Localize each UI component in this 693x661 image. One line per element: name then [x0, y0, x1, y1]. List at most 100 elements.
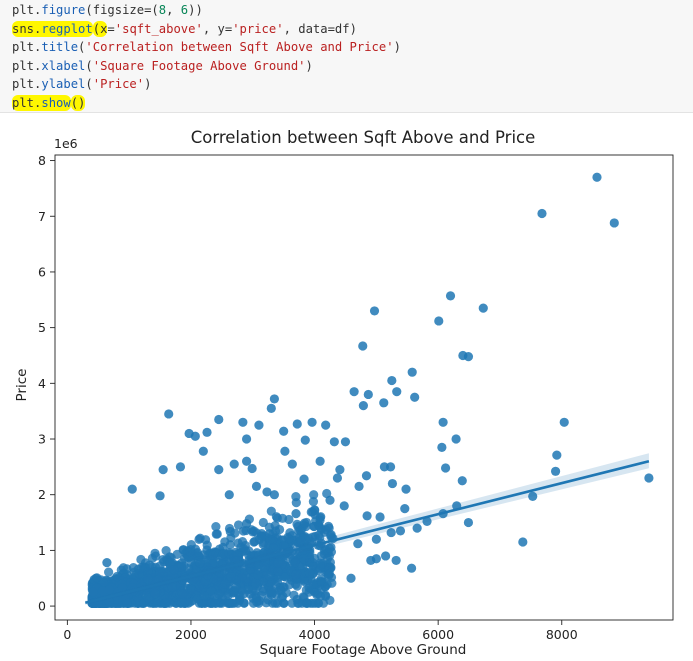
code-call: plt.figure [12, 3, 85, 17]
scatter-point [287, 598, 297, 608]
scatter-point [211, 529, 221, 539]
code-token: 'Square Footage Above Ground' [92, 58, 306, 73]
scatter-point [280, 572, 291, 582]
scatter-point [167, 582, 177, 592]
scatter-point [346, 573, 356, 583]
scatter-point [291, 570, 301, 580]
scatter-point [226, 533, 236, 543]
scatter-point [315, 560, 326, 570]
scatter-point [457, 476, 467, 486]
code-cell[interactable]: plt.figure(figsize=(8, 6)) sns.regplot(x=… [0, 0, 693, 113]
scatter-point [137, 562, 147, 573]
scatter-point [445, 291, 456, 301]
scatter-point [381, 551, 391, 561]
scatter-point [386, 527, 396, 538]
scatter-point [322, 488, 332, 499]
code-line: plt.show() [12, 94, 86, 112]
code-module: plt. [12, 95, 42, 110]
scatter-point [349, 387, 359, 397]
x-tick-label: 0 [63, 627, 71, 642]
scatter-point [552, 450, 562, 460]
regression-line-group [84, 453, 650, 605]
scatter-point [214, 465, 224, 475]
code-call: plt.xlabel [12, 59, 85, 73]
scatter-point [184, 428, 194, 439]
scatter-point [537, 208, 547, 219]
scatter-point [518, 537, 528, 547]
scatter-point [322, 554, 332, 564]
code-token: ) [393, 40, 401, 54]
scatter-point [280, 446, 290, 456]
scatter-point [145, 560, 155, 570]
scatter-points [102, 172, 654, 584]
scatter-point [325, 595, 335, 605]
scatter-point [250, 536, 260, 547]
scatter-point [269, 490, 279, 500]
scatter-point [339, 501, 349, 511]
scatter-point [160, 598, 171, 608]
scatter-point [267, 535, 278, 545]
scatter-point [559, 417, 569, 427]
scatter-point [266, 587, 276, 597]
scatter-point [214, 589, 224, 599]
y-tick-label: 5 [38, 320, 46, 335]
scatter-point [117, 582, 128, 593]
scatter-point [410, 392, 420, 402]
code-line: plt.xlabel('Square Footage Above Ground'… [12, 57, 313, 75]
scatter-point [169, 564, 179, 575]
scatter-point [292, 419, 302, 429]
code-token: , y= [202, 21, 233, 36]
scatter-point [155, 491, 165, 501]
scatter-point [198, 446, 208, 456]
scatter-point [422, 516, 432, 527]
code-line: plt.ylabel('Price') [12, 75, 151, 93]
code-token: (figsize=( [85, 3, 159, 17]
code-line: plt.title('Correlation between Sqft Abov… [12, 38, 401, 56]
scatter-point [238, 417, 248, 427]
scatter-point [308, 561, 318, 571]
code-call: sns.regplot [12, 20, 93, 37]
scatter-point [266, 506, 276, 516]
scatter-point [284, 514, 294, 525]
y-tick-label: 8 [38, 153, 46, 168]
code-token: 6 [180, 3, 189, 17]
scatter-point [104, 584, 115, 595]
scatter-point [401, 484, 411, 494]
code-token: )) [188, 3, 203, 17]
scatter-point [437, 442, 447, 452]
code-function: title [41, 40, 79, 54]
scatter-point [375, 512, 385, 522]
scatter-point [243, 584, 253, 595]
code-token: ) [144, 77, 152, 91]
x-tick-label: 2000 [175, 627, 207, 642]
scatter-point [102, 558, 112, 568]
scatter-point [231, 582, 241, 593]
scatter-point [324, 543, 335, 553]
x-tick-label: 6000 [422, 627, 454, 642]
scatter-point [269, 394, 279, 404]
scatter-point [412, 523, 422, 533]
code-function: regplot [41, 21, 93, 36]
scatter-point [395, 526, 406, 536]
y-tick-label: 6 [38, 264, 46, 279]
scatter-point [400, 504, 410, 514]
scatter-point [272, 598, 283, 608]
scatter-point [194, 582, 204, 592]
y-tick-label: 2 [38, 487, 46, 502]
scatter-point [88, 587, 98, 597]
scatter-point [185, 547, 195, 557]
scatter-point [177, 596, 187, 606]
scatter-point [104, 596, 114, 607]
scatter-point [177, 589, 187, 599]
code-module: plt. [12, 40, 42, 54]
regression-scatter-chart: 0 2000 4000 6000 8000 0 1 2 3 4 5 6 7 8 Correlation b… [14, 128, 674, 658]
scatter-point [210, 598, 220, 608]
scatter-point [463, 351, 474, 362]
code-token: = [107, 21, 115, 36]
code-function: ylabel [41, 77, 86, 91]
code-token: , [166, 3, 181, 17]
scatter-point [316, 576, 326, 586]
y-tick-label: 4 [38, 376, 46, 391]
code-call: plt.show [12, 94, 71, 111]
scatter-point [279, 426, 289, 436]
